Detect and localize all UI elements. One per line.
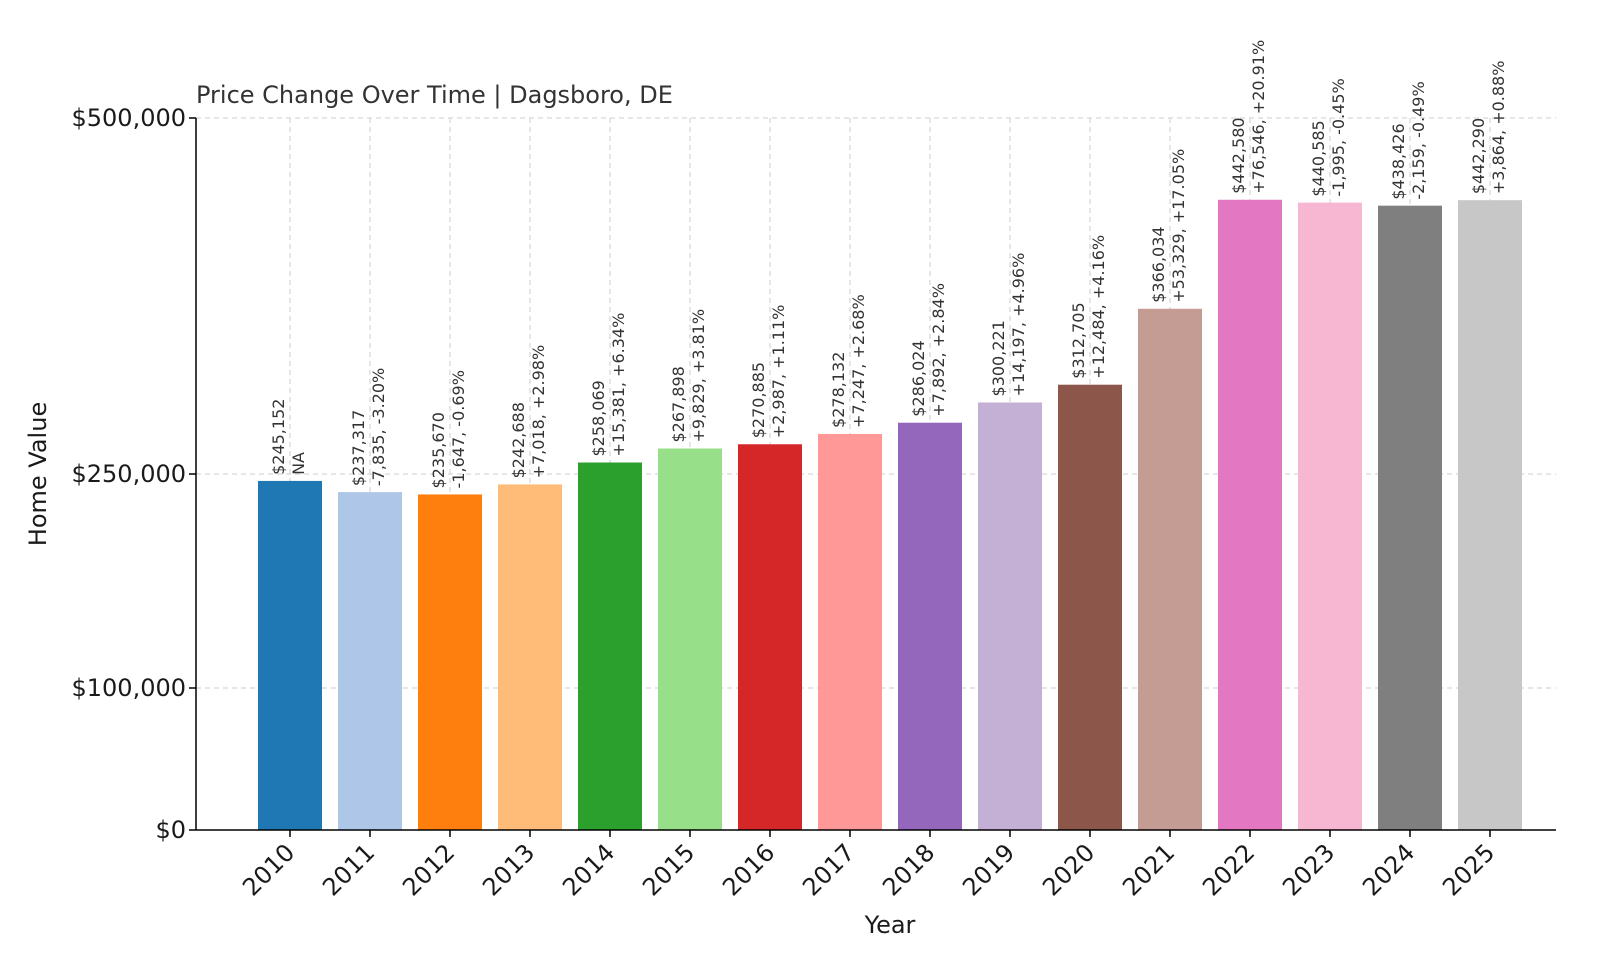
x-tick-label: 2010 xyxy=(237,838,300,901)
bar-value-label: $245,152 xyxy=(269,399,288,475)
x-tick-label: 2021 xyxy=(1117,838,1180,901)
bar-2025 xyxy=(1458,200,1522,830)
x-tick-label: 2015 xyxy=(637,838,700,901)
x-tick-label: 2011 xyxy=(317,838,380,901)
bar-value-label: $286,024 xyxy=(909,340,928,416)
bar-2019 xyxy=(978,402,1042,830)
x-tick-label: 2023 xyxy=(1277,838,1340,901)
bar-2013 xyxy=(498,484,562,830)
bar-2014 xyxy=(578,462,642,830)
bar-layer xyxy=(258,199,1522,831)
bar-change-label: +7,018, +2.98% xyxy=(529,345,548,479)
bar-value-label: $442,290 xyxy=(1469,118,1488,194)
bar-change-label: +53,329, +17.05% xyxy=(1169,149,1188,303)
bar-change-label: +9,829, +3.81% xyxy=(689,309,708,443)
x-tick-label: 2017 xyxy=(797,838,860,901)
bar-value-label: $270,885 xyxy=(749,362,768,438)
y-tick-label: $100,000 xyxy=(71,674,186,702)
x-tick-label: 2013 xyxy=(477,838,540,901)
bar-value-label: $442,580 xyxy=(1229,117,1248,193)
bar-change-label: -1,995, -0.45% xyxy=(1329,78,1348,196)
bar-value-label: $438,426 xyxy=(1389,123,1408,199)
bar-value-label: $440,585 xyxy=(1309,120,1328,196)
bar-value-label: $278,132 xyxy=(829,352,848,428)
x-axis-label: Year xyxy=(864,911,916,939)
bar-value-label: $242,688 xyxy=(509,402,528,478)
bar-change-label: +12,484, +4.16% xyxy=(1089,235,1108,379)
bar-value-label: $267,898 xyxy=(669,366,688,442)
bar-2023 xyxy=(1298,202,1362,831)
bar-2016 xyxy=(738,444,802,830)
bar-value-label: $237,317 xyxy=(349,410,368,486)
bar-change-label: +7,892, +2.84% xyxy=(929,283,948,417)
bar-value-label: $366,034 xyxy=(1149,226,1168,302)
bar-change-label: NA xyxy=(289,452,308,475)
x-tick-label: 2019 xyxy=(957,838,1020,901)
bar-2020 xyxy=(1058,384,1122,830)
x-tick-label: 2014 xyxy=(557,838,620,901)
bar-2022 xyxy=(1218,199,1282,830)
bar-change-label: +3,864, +0.88% xyxy=(1489,61,1508,195)
y-tick-label: $0 xyxy=(155,816,186,844)
bar-2017 xyxy=(818,433,882,830)
x-tick-layer: 2010 2011 2012 2013 2014 2015 2016 2017 2018 2019… xyxy=(237,830,1500,901)
bar-value-label: $300,221 xyxy=(989,320,1008,396)
bar-2011 xyxy=(338,492,402,830)
bar-2018 xyxy=(898,422,962,830)
bar-change-label: +14,197, +4.96% xyxy=(1009,253,1028,397)
x-tick-label: 2022 xyxy=(1197,838,1260,901)
y-tick-label: $250,000 xyxy=(71,460,186,488)
bar-label-layer: $245,152 NA $237,317 -7,835, -3.20% $235,670… xyxy=(269,40,1508,489)
y-tick-label: $500,000 xyxy=(71,104,186,132)
x-tick-label: 2024 xyxy=(1357,838,1420,901)
bar-2024 xyxy=(1378,205,1442,830)
bar-change-label: -2,159, -0.49% xyxy=(1409,81,1428,199)
bar-2015 xyxy=(658,448,722,830)
bar-value-label: $258,069 xyxy=(589,380,608,456)
bar-change-label: +76,546, +20.91% xyxy=(1249,40,1268,194)
bar-change-label: -7,835, -3.20% xyxy=(369,368,388,486)
bar-change-label: +7,247, +2.68% xyxy=(849,294,868,428)
x-tick-label: 2016 xyxy=(717,838,780,901)
bar-2012 xyxy=(418,494,482,830)
x-tick-label: 2012 xyxy=(397,838,460,901)
x-tick-label: 2025 xyxy=(1437,838,1500,901)
x-tick-label: 2020 xyxy=(1037,838,1100,901)
y-tick-layer: $0 $100,000 $250,000 $500,000 xyxy=(71,104,196,844)
bar-value-label: $235,670 xyxy=(429,412,448,488)
bar-change-label: +15,381, +6.34% xyxy=(609,313,628,457)
bar-value-label: $312,705 xyxy=(1069,302,1088,378)
bar-2021 xyxy=(1138,308,1202,830)
bar-change-label: -1,647, -0.69% xyxy=(449,370,468,488)
bar-2010 xyxy=(258,480,322,830)
x-tick-label: 2018 xyxy=(877,838,940,901)
y-axis-label: Home Value xyxy=(24,402,52,546)
bar-change-label: +2,987, +1.11% xyxy=(769,305,788,439)
chart-title: Price Change Over Time | Dagsboro, DE xyxy=(196,81,673,109)
